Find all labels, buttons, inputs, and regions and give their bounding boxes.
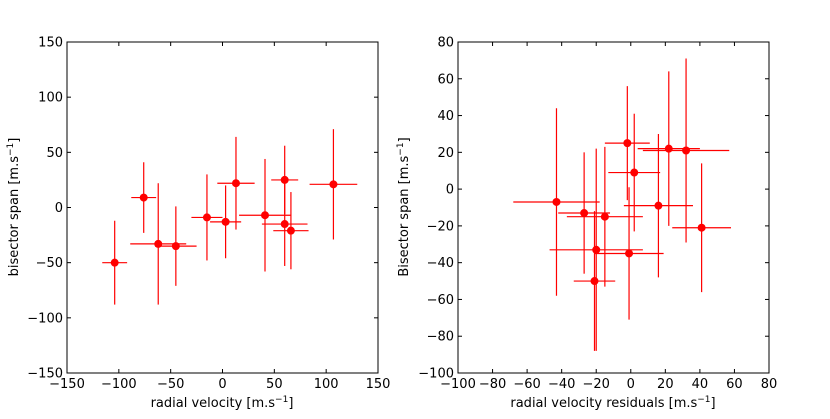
x-tick-label-left: −150 — [49, 377, 85, 392]
y-tick-label-left: −100 — [27, 311, 63, 326]
x-tick-label-right: 20 — [657, 377, 674, 392]
y-tick-label-left: −50 — [36, 256, 63, 271]
y-tick-label-right: −60 — [427, 293, 454, 308]
x-tick-label-right: −80 — [479, 377, 506, 392]
x-tick-label-right: −60 — [513, 377, 540, 392]
x-tick-label-right: −20 — [583, 377, 610, 392]
data-point — [654, 201, 663, 210]
data-point — [600, 212, 609, 221]
y-tick-label-left: 0 — [55, 201, 63, 216]
x-tick-label-left: 0 — [218, 377, 226, 392]
x-tick-label-right: 80 — [761, 377, 778, 392]
x-tick-label-left: −100 — [101, 377, 137, 392]
data-point — [552, 197, 561, 206]
data-point — [664, 144, 673, 153]
data-point — [630, 168, 639, 177]
y-tick-label-right: −20 — [427, 219, 454, 234]
x-tick-label-left: 100 — [314, 377, 339, 392]
data-point — [280, 220, 289, 229]
y-tick-label-left: 150 — [38, 36, 63, 51]
data-point — [682, 146, 691, 155]
y-tick-label-right: −100 — [418, 367, 454, 382]
chart-right: −100 −80 −60 −40 −20 0 20 40 60 80−100−80−60−40−2… — [396, 36, 777, 412]
y-tick-label-left: −150 — [27, 367, 63, 382]
plot-frame-right — [457, 41, 770, 374]
data-point — [286, 226, 295, 235]
data-point — [580, 209, 589, 218]
data-point — [697, 223, 706, 232]
y-axis-label-right: Bisector span [m.s−1] — [396, 137, 412, 276]
data-point — [590, 277, 599, 286]
x-tick-label-right: 60 — [726, 377, 743, 392]
data-point — [280, 175, 289, 184]
x-tick-label-left: −50 — [157, 377, 184, 392]
data-point — [171, 242, 180, 251]
data-series-left — [102, 129, 358, 305]
y-tick-label-right: 80 — [437, 36, 454, 51]
x-tick-label-right: −40 — [548, 377, 575, 392]
data-point — [261, 211, 270, 220]
y-tick-label-right: −40 — [427, 256, 454, 271]
data-point — [329, 180, 338, 189]
data-point — [110, 258, 119, 267]
data-point — [221, 217, 230, 226]
y-axis-label-left: bisector span [m.s−1] — [6, 138, 22, 277]
y-tick-label-left: 100 — [38, 91, 63, 106]
x-tick-label-right: 40 — [692, 377, 709, 392]
chart-left: −150 −100 −50 0 50 100 150 −150 −100 −50 0 50 100 150… — [6, 36, 390, 412]
data-point — [592, 245, 601, 254]
y-tick-label-right: 0 — [446, 183, 454, 198]
data-series-right — [513, 58, 731, 351]
x-tick-label-left: 50 — [266, 377, 283, 392]
data-point — [202, 213, 211, 222]
y-tick-label-right: −80 — [427, 330, 454, 345]
y-tick-label-right: 40 — [437, 109, 454, 124]
data-point — [623, 139, 632, 148]
y-tick-label-right: 20 — [437, 146, 454, 161]
axis-ticks-left: −150 −100 −50 0 50 100 150 −150 −100 −50 0 50 100 150 — [27, 36, 390, 393]
x-tick-label-right: −100 — [440, 377, 476, 392]
x-tick-label-left: 150 — [366, 377, 391, 392]
y-tick-label-left: 50 — [46, 146, 63, 161]
data-point — [139, 193, 148, 202]
axis-ticks-right: −100 −80 −60 −40 −20 0 20 40 60 80−100−80−60−40−2… — [418, 36, 777, 393]
x-tick-label-right: 0 — [627, 377, 635, 392]
x-axis-label-right: radial velocity residuals [m.s−1] — [510, 395, 715, 411]
y-tick-label-right: 60 — [437, 72, 454, 87]
data-point — [231, 179, 240, 188]
x-axis-label-left: radial velocity [m.s−1] — [151, 395, 294, 411]
data-point — [625, 249, 634, 258]
